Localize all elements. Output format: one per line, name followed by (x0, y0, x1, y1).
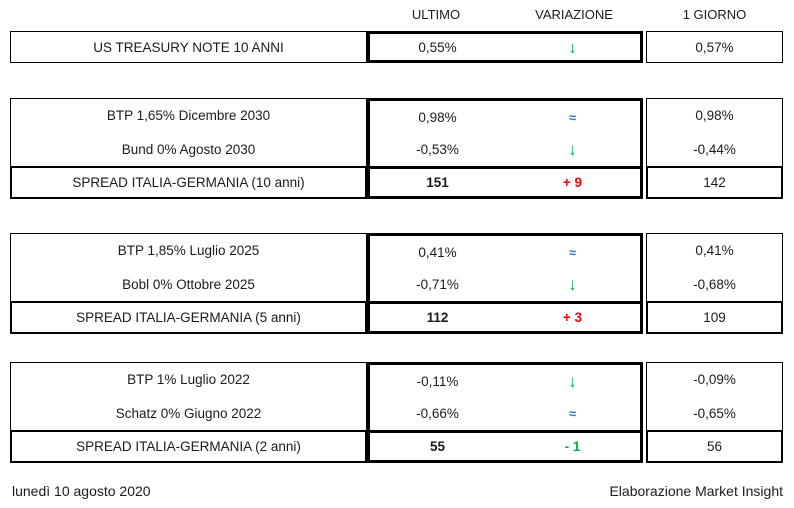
bonds-2y-label-box: BTP 1% Luglio 2022 Schatz 0% Giugno 2022 (10, 362, 367, 430)
variazione-cell: ≈ (505, 236, 640, 269)
ultimo-value: -0,71% (416, 277, 459, 293)
spread-10y-values-box: 151 + 9 (367, 166, 643, 199)
spread-ultimo-value: 55 (429, 439, 446, 454)
spread-row: 55 - 1 (370, 433, 640, 460)
report-credit: Elaborazione Market Insight (609, 483, 783, 499)
variazione-cell: ≈ (505, 101, 640, 134)
spread-5y-label-box: SPREAD ITALIA-GERMANIA (5 anni) (10, 301, 367, 334)
instrument-label: Schatz 0% Giugno 2022 (115, 405, 262, 421)
table-row: -0,71% ↓ (370, 269, 640, 302)
spread-label: SPREAD ITALIA-GERMANIA (2 anni) (76, 439, 301, 454)
approx-icon: ≈ (568, 406, 577, 422)
spread-2y-label-box: SPREAD ITALIA-GERMANIA (2 anni) (10, 430, 367, 463)
variazione-cell: ↓ (505, 269, 640, 302)
bonds-10y-giorno-box: 0,98% -0,44% (646, 98, 783, 166)
spread-10y-label-box: SPREAD ITALIA-GERMANIA (10 anni) (10, 166, 367, 199)
ultimo-value: 0,41% (418, 244, 457, 260)
instrument-label: BTP 1% Luglio 2022 (127, 372, 250, 388)
giorno-value: 0,41% (695, 243, 734, 259)
table-row: 0,41% ≈ (370, 236, 640, 269)
ultimo-value: -0,53% (416, 142, 459, 158)
spread-2y-values-box: 55 - 1 (367, 430, 643, 463)
bonds-5y-label-box: BTP 1,85% Luglio 2025 Bobl 0% Ottobre 20… (10, 233, 367, 301)
ultimo-value: -0,11% (416, 373, 459, 389)
spread-row: 151 + 9 (370, 169, 640, 196)
giorno-value: -0,68% (693, 276, 736, 292)
variazione-cell: ↓ (505, 365, 640, 398)
instrument-label: BTP 1,65% Dicembre 2030 (106, 108, 271, 124)
bonds-5y-giorno-box: 0,41% -0,68% (646, 233, 783, 301)
bonds-2y-values-box: -0,11% ↓ -0,66% ≈ (367, 362, 643, 430)
bonds-5y-values-box: 0,41% ≈ -0,71% ↓ (367, 233, 643, 301)
table-row: -0,11% ↓ (370, 365, 640, 398)
spread-variazione-value: + 3 (562, 310, 583, 325)
spread-10y-giorno-box: 142 (646, 166, 783, 199)
giorno-value: -0,44% (693, 141, 736, 157)
ultimo-value: -0,66% (416, 406, 459, 422)
variazione-cell: ↓ (505, 34, 640, 60)
bonds-2y-giorno-box: -0,09% -0,65% (646, 362, 783, 430)
ultimo-value: 0,98% (418, 109, 457, 125)
us-treasury-giorno-box: 0,57% (646, 31, 783, 63)
spread-variazione-value: - 1 (564, 439, 581, 454)
instrument-label: US TREASURY NOTE 10 ANNI (93, 39, 284, 55)
spread-2y-giorno-box: 56 (646, 430, 783, 463)
approx-icon: ≈ (568, 244, 577, 260)
table-row: 0,98% ≈ (370, 101, 640, 134)
ultimo-value: 0,55% (418, 39, 457, 55)
giorno-value: -0,09% (693, 372, 736, 388)
down-arrow-icon: ↓ (568, 371, 577, 391)
spread-variazione-value: + 9 (562, 175, 583, 190)
instrument-label: Bobl 0% Ottobre 2025 (122, 276, 255, 292)
bonds-10y-values-box: 0,98% ≈ -0,53% ↓ (367, 98, 643, 166)
report-date: lunedì 10 agosto 2020 (12, 483, 151, 499)
bonds-10y-label-box: BTP 1,65% Dicembre 2030 Bund 0% Agosto 2… (10, 98, 367, 166)
spread-label: SPREAD ITALIA-GERMANIA (10 anni) (72, 175, 305, 190)
spread-giorno-value: 56 (706, 439, 723, 454)
down-arrow-icon: ↓ (568, 37, 577, 57)
spread-row: 112 + 3 (370, 304, 640, 331)
down-arrow-icon: ↓ (568, 275, 577, 295)
down-arrow-icon: ↓ (568, 140, 577, 160)
us-treasury-label-box: US TREASURY NOTE 10 ANNI (10, 31, 367, 63)
instrument-label: BTP 1,85% Luglio 2025 (117, 243, 260, 259)
table-row: -0,53% ↓ (370, 134, 640, 167)
variazione-cell: ↓ (505, 134, 640, 167)
us-treasury-values-box: 0,55% ↓ (367, 31, 643, 63)
giorno-value: 0,98% (695, 108, 734, 124)
approx-icon: ≈ (568, 109, 577, 125)
instrument-label: Bund 0% Agosto 2030 (121, 141, 256, 157)
spread-giorno-value: 142 (703, 175, 726, 190)
variazione-cell: ≈ (505, 398, 640, 431)
table-row: -0,66% ≈ (370, 398, 640, 431)
spread-ultimo-value: 112 (426, 310, 449, 325)
spread-label: SPREAD ITALIA-GERMANIA (5 anni) (76, 310, 301, 325)
column-header-1-giorno: 1 GIORNO (682, 7, 747, 22)
spread-5y-giorno-box: 109 (646, 301, 783, 334)
giorno-value: 0,57% (695, 39, 734, 55)
giorno-value: -0,65% (693, 405, 736, 421)
spread-5y-values-box: 112 + 3 (367, 301, 643, 334)
spread-ultimo-value: 151 (426, 175, 449, 190)
column-header-ultimo: ULTIMO (411, 7, 461, 22)
table-row: 0,55% ↓ (370, 34, 640, 60)
spread-giorno-value: 109 (703, 310, 726, 325)
column-header-variazione: VARIAZIONE (535, 7, 613, 22)
